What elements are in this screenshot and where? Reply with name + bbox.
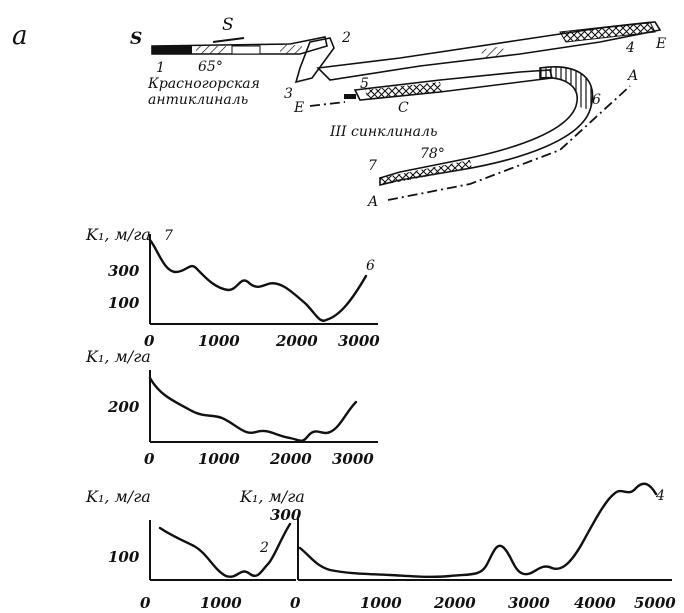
- anticline-limb: [151, 36, 335, 84]
- label-dip-1: 65°: [198, 59, 223, 75]
- chart-top-xtick: 2000: [275, 332, 318, 350]
- chart-middle-xtick: 1000: [198, 450, 240, 468]
- chart-bottom-left-ylabel: K₁, м/га: [85, 487, 151, 506]
- chart-bottom-left: K₁, м/га 100 2 0 1000 0: [85, 487, 301, 612]
- chart-middle-ytick: 200: [107, 398, 140, 416]
- chart-middle: K₁, м/га 200 0 1000 2000 3000: [85, 347, 378, 468]
- chart-top-start-label: 7: [164, 228, 173, 244]
- label-5: 5: [360, 76, 369, 92]
- label-s-line: S: [222, 15, 234, 35]
- inner-band: [344, 69, 553, 101]
- chart-bottom-right-ylabel: K₁, м/га: [239, 487, 305, 506]
- chart-middle-xtick: 2000: [269, 450, 312, 468]
- chart-bottom-left-end-label: 2: [259, 540, 269, 556]
- chart-middle-xtick: 3000: [332, 450, 374, 468]
- panel-label: a: [12, 21, 28, 51]
- chart-bottom-right-xtick: 1000: [360, 594, 402, 612]
- label-dip-2: 78°: [420, 146, 445, 162]
- label-anticline-2: антиклиналь: [148, 92, 248, 108]
- label-syncline: III синклиналь: [329, 124, 438, 140]
- label-a-right: A: [626, 68, 638, 84]
- chart-top-end-label: 6: [366, 258, 375, 274]
- chart-bottom-right-ytick: 300: [270, 506, 302, 524]
- chart-middle-xtick: 0: [144, 450, 155, 468]
- chart-top-curve: [148, 238, 368, 322]
- label-6: 6: [592, 92, 601, 108]
- chart-bottom-right-end-label: 4: [655, 488, 665, 504]
- chart-top-xtick: 3000: [338, 332, 380, 350]
- label-2: 2: [341, 30, 351, 46]
- label-7: 7: [368, 158, 377, 174]
- chart-top-xtick: 1000: [198, 332, 240, 350]
- chart-top-ytick: 100: [108, 294, 140, 312]
- syncline-hook: [379, 66, 594, 187]
- chart-bottom-left-xtick: 1000: [200, 594, 242, 612]
- label-3: 3: [284, 86, 293, 102]
- chart-top-xtick: 0: [144, 332, 155, 350]
- chart-top: K₁, м/га 7 6 300 100 0 1000 2000 3000: [85, 225, 380, 350]
- chart-bottom-left-xtick: 0: [290, 594, 301, 612]
- label-anticline-1: Красногорская: [147, 76, 260, 92]
- chart-bottom-left-curve: [158, 522, 292, 578]
- label-e-right: E: [655, 36, 666, 52]
- section-line-s: [212, 37, 245, 43]
- chart-top-ytick: 300: [108, 262, 140, 280]
- label-s-left: S: [130, 29, 142, 49]
- long-limb: [316, 21, 662, 81]
- chart-bottom-right-curve: [298, 482, 658, 579]
- chart-bottom-right: K₁, м/га 300 4 1000 2000 3000 4000 5000: [239, 482, 676, 612]
- chart-bottom-left-xtick: 0: [140, 594, 151, 612]
- section-line-a: [387, 85, 631, 201]
- geologic-map: S S 1 65° 2 3 4 E E 5 C 6 A A 7 78° Крас…: [130, 15, 666, 210]
- chart-bottom-left-ytick: 100: [108, 548, 140, 566]
- chart-bottom-right-xtick: 5000: [634, 594, 676, 612]
- label-a-left: A: [366, 194, 378, 210]
- chart-bottom-right-xtick: 2000: [433, 594, 476, 612]
- chart-bottom-right-xtick: 3000: [508, 594, 550, 612]
- label-4: 4: [625, 40, 635, 56]
- chart-middle-curve: [148, 376, 358, 442]
- label-1: 1: [156, 60, 165, 76]
- chart-top-ylabel: K₁, м/га: [85, 225, 151, 244]
- label-c: C: [398, 100, 409, 116]
- chart-bottom-right-xtick: 4000: [574, 594, 616, 612]
- label-e-left: E: [293, 100, 304, 116]
- chart-middle-ylabel: K₁, м/га: [85, 347, 151, 366]
- section-line-e: [309, 101, 346, 107]
